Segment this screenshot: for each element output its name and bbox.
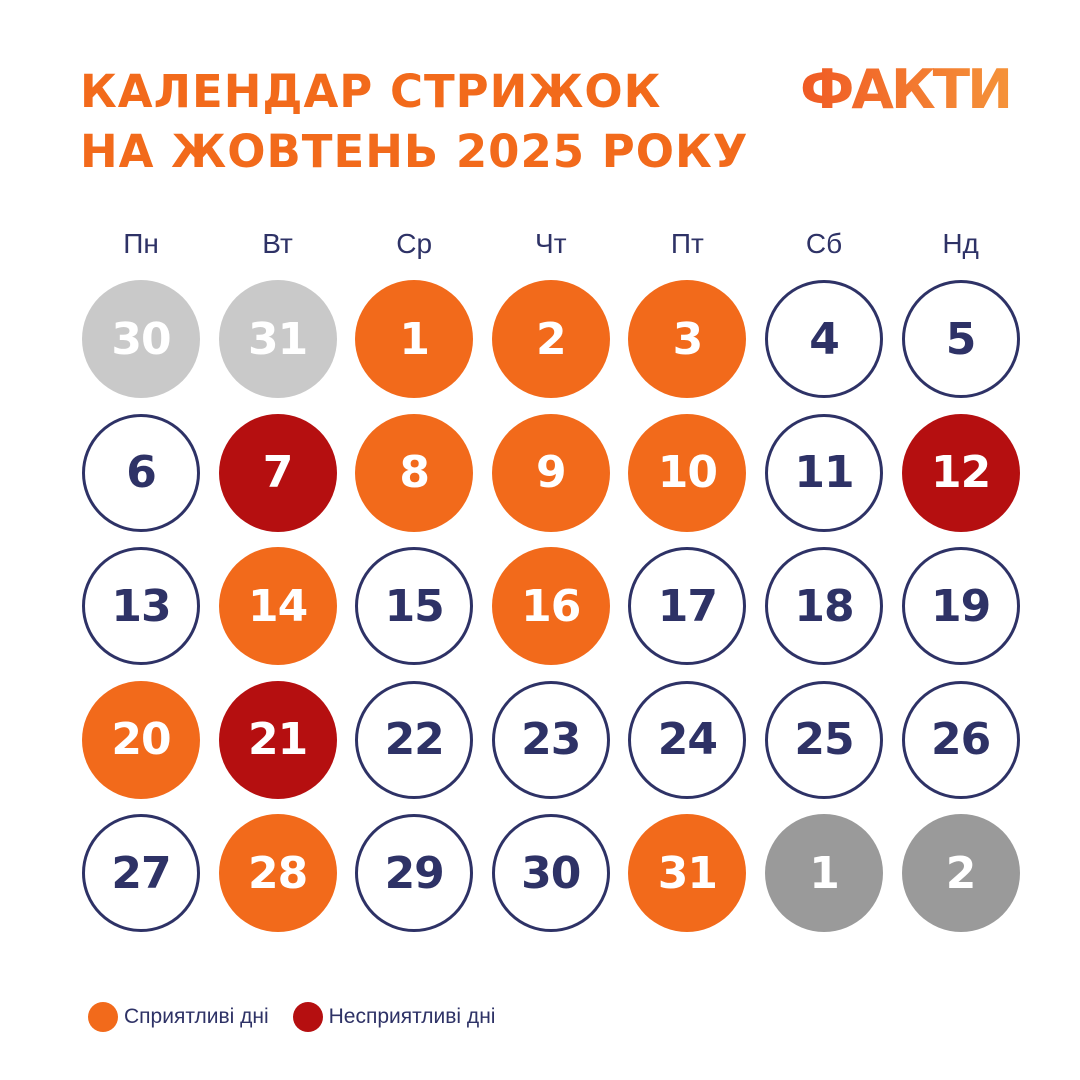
day-cell-neutral: 6: [82, 413, 200, 532]
day-cell-favorable: 14: [218, 547, 337, 665]
day-cell-favorable: 3: [628, 280, 747, 398]
day-cell-neutral: 29: [355, 814, 474, 932]
day-cell-neutral: 25: [765, 680, 883, 799]
weekday-label: Ср: [396, 228, 433, 259]
day-cell-favorable: 8: [355, 413, 474, 532]
day-cell-prev-month: 31: [218, 280, 337, 398]
orange-dot-icon: [88, 1002, 118, 1032]
calendar-grid: 30 31 1 2 3 4 5 6 7 8 9 10 11 12 13 14 15 16 17 18 19 20 21 22 2…: [82, 280, 1020, 932]
legend: Сприятливі дні Несприятливі дні: [88, 1000, 519, 1034]
logo-text: ФАКТИ: [800, 58, 1010, 116]
weekday-label: Сб: [805, 228, 843, 259]
day-cell-favorable: 1: [355, 280, 474, 398]
day-cell-neutral: 27: [82, 814, 200, 932]
day-cell-favorable: 2: [491, 280, 610, 398]
day-cell-next-month: 2: [901, 814, 1020, 932]
day-cell-unfavorable: 12: [901, 413, 1020, 532]
weekday-label: Пт: [670, 228, 704, 259]
day-cell-neutral: 5: [901, 280, 1020, 398]
legend-item-unfavorable: Несприятливі дні: [292, 1002, 496, 1032]
day-cell-neutral: 19: [901, 547, 1020, 665]
day-cell-favorable: 20: [82, 680, 200, 799]
weekday-label: Нд: [942, 228, 979, 259]
day-cell-next-month: 1: [765, 814, 883, 932]
day-cell-neutral: 22: [355, 680, 474, 799]
day-cell-prev-month: 30: [82, 280, 200, 398]
legend-label-unfavorable: Несприятливі дні: [328, 1005, 496, 1028]
day-cell-neutral: 17: [628, 547, 747, 665]
weekday-label: Вт: [262, 228, 293, 259]
day-cell-favorable: 16: [491, 547, 610, 665]
day-cell-neutral: 18: [765, 547, 883, 665]
day-cell-neutral: 26: [901, 680, 1020, 799]
day-cell-neutral: 4: [765, 280, 883, 398]
day-cell-favorable: 9: [491, 413, 610, 532]
day-cell-neutral: 23: [491, 680, 610, 799]
day-cell-unfavorable: 7: [218, 413, 337, 532]
day-cell-neutral: 13: [82, 547, 200, 665]
day-cell-favorable: 31: [628, 814, 747, 932]
day-cell-neutral: 24: [628, 680, 747, 799]
legend-item-favorable: Сприятливі дні: [88, 1002, 269, 1032]
title-line-1: КАЛЕНДАР СТРИЖОК: [80, 65, 662, 118]
day-cell-neutral: 11: [765, 413, 883, 532]
day-cell-favorable: 28: [218, 814, 337, 932]
title-line-2: НА ЖОВТЕНЬ 2025 РОКУ: [80, 125, 749, 178]
red-dot-icon: [292, 1002, 323, 1032]
day-cell-favorable: 10: [628, 413, 747, 532]
day-cell-unfavorable: 21: [218, 680, 337, 799]
weekday-label: Чт: [535, 228, 567, 259]
weekday-label: Пн: [123, 228, 159, 259]
day-cell-neutral: 15: [355, 547, 474, 665]
page-title: КАЛЕНДАР СТРИЖОК НА ЖОВТЕНЬ 2025 РОКУ: [80, 62, 748, 182]
legend-label-favorable: Сприятливі дні: [124, 1005, 269, 1028]
weekday-header: Пн Вт Ср Чт Пт Сб Нд: [82, 222, 1020, 266]
day-cell-neutral: 30: [491, 814, 610, 932]
fakty-logo: ФАКТИ: [798, 58, 1013, 121]
